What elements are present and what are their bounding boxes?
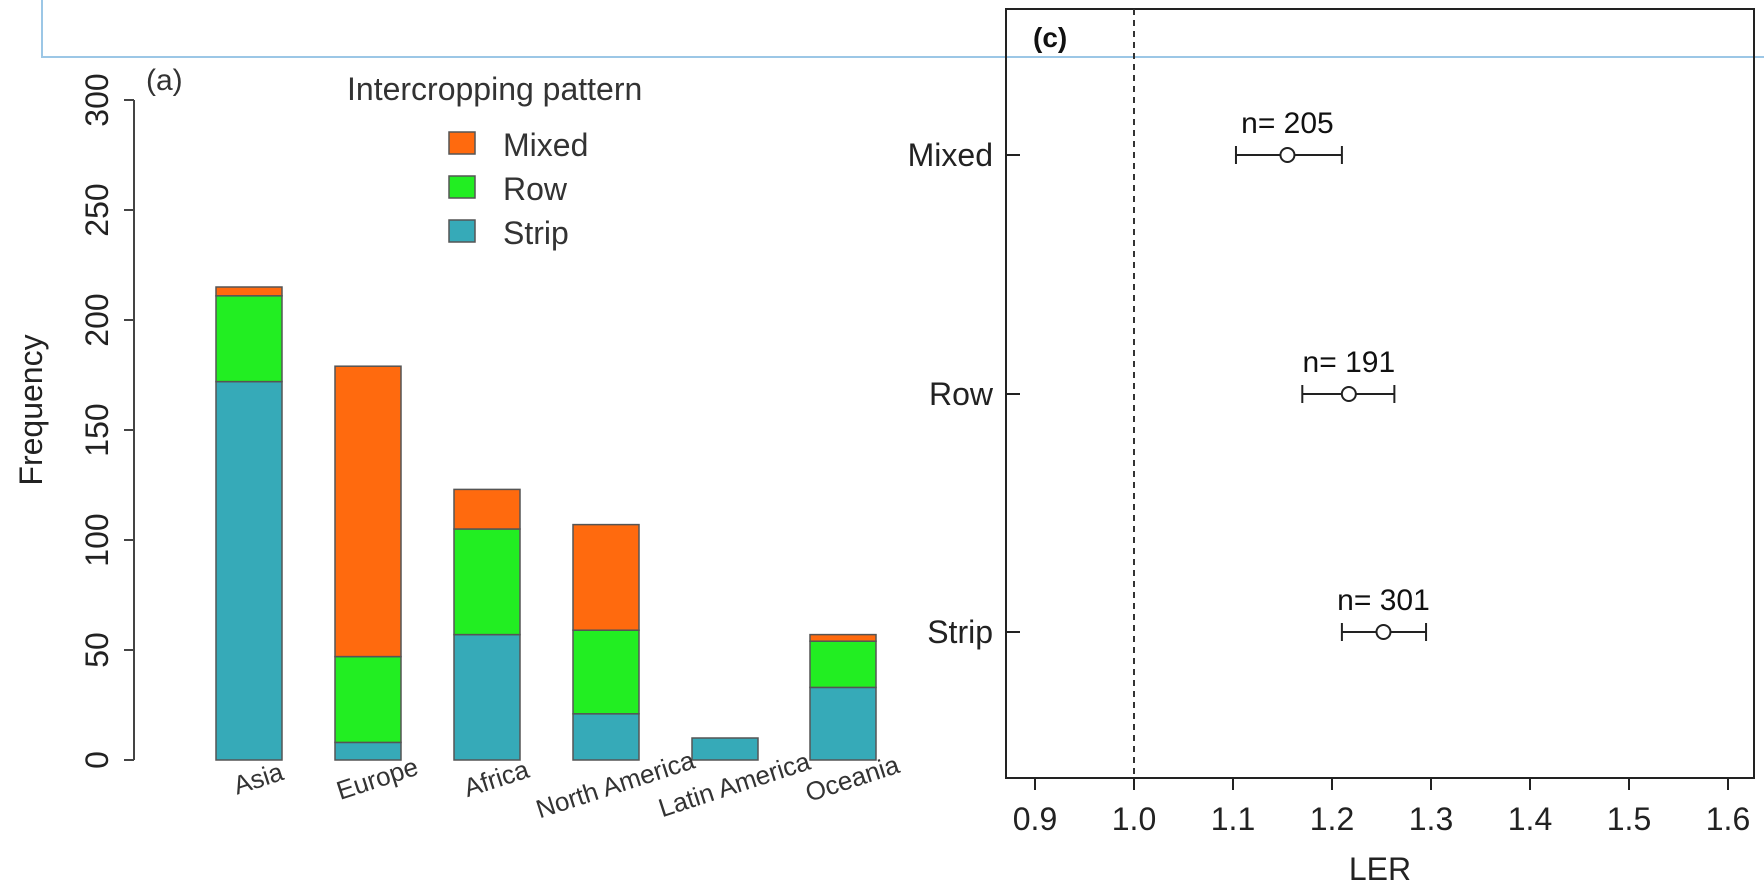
y-tick-label: 0 bbox=[79, 751, 115, 769]
sample-size-label: n= 205 bbox=[1241, 107, 1334, 140]
bar-row-africa bbox=[453, 528, 521, 636]
legend-swatch bbox=[448, 175, 476, 199]
x-category-label: Asia bbox=[230, 756, 288, 800]
bar-strip-asia bbox=[215, 380, 283, 761]
x-axis-ticks: 0.9 1.0 1.1 1.2 1.3 1.4 1.5 1.6 bbox=[1013, 778, 1750, 837]
legend-label: Mixed bbox=[503, 127, 588, 163]
y-category-label: Mixed bbox=[908, 137, 993, 173]
bar-mixed-asia bbox=[215, 286, 283, 297]
row-row: Row n= 191 bbox=[929, 346, 1396, 412]
x-tick-label: 1.0 bbox=[1112, 801, 1156, 837]
x-tick-label: 0.9 bbox=[1013, 801, 1057, 837]
category-rows: Mixed n= 205 Row n= 191 Strip n= 301 bbox=[908, 107, 1430, 650]
mean-point bbox=[1279, 147, 1296, 163]
y-tick-label: 250 bbox=[79, 183, 115, 236]
bar-strip-oceania bbox=[809, 686, 877, 761]
legend-label: Row bbox=[503, 171, 568, 207]
bar-row-europe bbox=[334, 655, 402, 744]
x-tick-label: 1.3 bbox=[1409, 801, 1453, 837]
legend-title: Intercropping pattern bbox=[347, 71, 642, 107]
bar-row-oceania bbox=[809, 640, 877, 689]
y-category-label: Strip bbox=[927, 614, 993, 650]
y-axis-title: Frequency bbox=[13, 334, 49, 485]
x-axis-title: LER bbox=[1349, 851, 1411, 887]
y-category-label: Row bbox=[929, 376, 994, 412]
x-category-label: Africa bbox=[460, 754, 533, 803]
x-tick-label: 1.5 bbox=[1607, 801, 1651, 837]
legend-swatch bbox=[448, 131, 476, 155]
x-tick-label: 1.4 bbox=[1508, 801, 1552, 837]
sample-size-label: n= 301 bbox=[1337, 584, 1430, 617]
bar-mixed-north-america bbox=[572, 523, 640, 631]
bar-mixed-europe bbox=[334, 365, 402, 658]
stacked-bars bbox=[215, 286, 877, 761]
panel-a-label: (a) bbox=[146, 64, 183, 97]
y-tick-label: 200 bbox=[79, 293, 115, 346]
row-mixed: Mixed n= 205 bbox=[908, 107, 1343, 173]
panel-a-bar-chart: (a) Intercropping pattern Frequency 0 50 1… bbox=[13, 64, 903, 824]
panel-c-dot-plot: (c) 0.9 1.0 1.1 1.2 1.3 1.4 1.5 1.6 LER Mixed n=… bbox=[908, 8, 1755, 887]
bar-row-asia bbox=[215, 295, 283, 383]
bar-mixed-africa bbox=[453, 488, 521, 530]
bar-mixed-oceania bbox=[809, 633, 877, 642]
legend-label: Strip bbox=[503, 215, 569, 251]
x-tick-label: 1.2 bbox=[1310, 801, 1354, 837]
bar-strip-latin-america bbox=[691, 737, 759, 761]
x-tick-label: 1.1 bbox=[1211, 801, 1255, 837]
sample-size-label: n= 191 bbox=[1303, 346, 1396, 379]
header-overlay-line bbox=[41, 0, 1764, 58]
bar-row-north-america bbox=[572, 629, 640, 715]
legend-swatch bbox=[448, 219, 476, 243]
y-tick-label: 150 bbox=[79, 403, 115, 456]
mean-point bbox=[1375, 624, 1392, 640]
y-tick-label: 50 bbox=[79, 632, 115, 668]
y-tick-label: 100 bbox=[79, 513, 115, 566]
y-tick-label: 300 bbox=[79, 73, 115, 126]
panel-c-label: (c) bbox=[1033, 22, 1067, 53]
x-tick-label: 1.6 bbox=[1706, 801, 1750, 837]
bar-strip-north-america bbox=[572, 713, 640, 761]
row-strip: Strip n= 301 bbox=[927, 584, 1430, 650]
mean-point bbox=[1340, 386, 1357, 402]
y-axis-ticks: 0 50 100 150 200 250 300 bbox=[79, 73, 134, 769]
bar-strip-africa bbox=[453, 633, 521, 761]
legend: Mixed Row Strip bbox=[448, 127, 588, 251]
